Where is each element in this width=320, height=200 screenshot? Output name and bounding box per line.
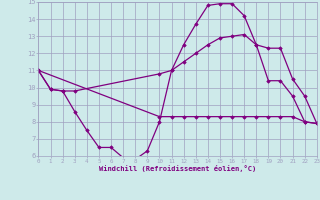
X-axis label: Windchill (Refroidissement éolien,°C): Windchill (Refroidissement éolien,°C) (99, 165, 256, 172)
